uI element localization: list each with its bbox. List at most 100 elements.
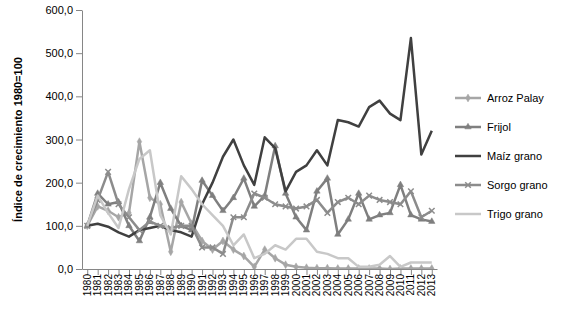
x-tick-label: 1999 bbox=[280, 274, 291, 297]
x-tick-label: 1991 bbox=[197, 274, 208, 297]
x-tick-label: 2006 bbox=[353, 274, 364, 297]
series-marker bbox=[105, 169, 111, 175]
x-tick-label: 2000 bbox=[291, 274, 302, 297]
y-tick-label: 100,0 bbox=[45, 220, 73, 232]
x-tick-label: 1992 bbox=[207, 274, 218, 297]
y-tick-mark bbox=[76, 53, 82, 54]
series-marker bbox=[241, 175, 247, 181]
y-tick-mark bbox=[76, 183, 82, 184]
series-marker bbox=[242, 252, 247, 260]
y-axis-line bbox=[82, 11, 83, 270]
legend-item: Trigo grano bbox=[455, 208, 543, 220]
x-tick-label: 1990 bbox=[186, 274, 197, 297]
x-tick-label: 1981 bbox=[92, 274, 103, 297]
series-marker bbox=[126, 214, 132, 220]
y-tick-label: 0,0 bbox=[58, 263, 73, 275]
y-tick-mark bbox=[76, 269, 82, 270]
x-tick: 1985 bbox=[134, 269, 145, 296]
series-marker bbox=[178, 223, 184, 229]
y-tick: 200,0 bbox=[45, 177, 82, 189]
series-marker bbox=[179, 198, 184, 206]
series-marker bbox=[220, 207, 226, 213]
x-tick-label: 2001 bbox=[301, 274, 312, 297]
x-tick-label: 1994 bbox=[228, 274, 239, 297]
x-tick-label: 2002 bbox=[311, 274, 322, 297]
series-marker bbox=[314, 188, 320, 194]
series-marker bbox=[209, 192, 215, 198]
x-tick: 1997 bbox=[259, 269, 270, 296]
x-tick: 1989 bbox=[176, 269, 187, 296]
y-tick-mark bbox=[76, 96, 82, 97]
series-marker bbox=[220, 251, 226, 257]
series-marker bbox=[199, 177, 205, 183]
series-marker bbox=[429, 218, 435, 224]
x-axis-line bbox=[83, 269, 438, 270]
series-marker bbox=[397, 181, 403, 187]
series-group bbox=[84, 38, 435, 269]
series-marker bbox=[409, 265, 414, 269]
x-tick: 1983 bbox=[113, 269, 124, 296]
series-marker bbox=[252, 263, 257, 269]
series-marker bbox=[105, 201, 111, 207]
legend-label: Frijol bbox=[487, 121, 511, 133]
series-marker bbox=[273, 254, 278, 262]
legend-swatch bbox=[455, 155, 481, 158]
x-tick: 2011 bbox=[405, 269, 416, 296]
x-tick: 2008 bbox=[374, 269, 385, 296]
x-tick: 1981 bbox=[92, 269, 103, 296]
x-axis: 1980198119821983198419851986198719881989… bbox=[82, 269, 438, 296]
series-marker bbox=[157, 179, 163, 185]
series-marker bbox=[168, 205, 174, 211]
x-tick-label: 2008 bbox=[374, 274, 385, 297]
legend-marker bbox=[465, 182, 471, 188]
x-tick-label: 1982 bbox=[103, 274, 114, 297]
x-tick: 1982 bbox=[103, 269, 114, 296]
x-tick: 2005 bbox=[343, 269, 354, 296]
series-marker bbox=[294, 263, 299, 269]
series-marker bbox=[147, 219, 153, 225]
series-marker bbox=[324, 175, 330, 181]
x-tick-label: 1985 bbox=[134, 274, 145, 297]
series-marker bbox=[148, 194, 153, 202]
series-marker bbox=[335, 231, 341, 237]
series-marker bbox=[126, 222, 132, 228]
series-marker bbox=[241, 214, 247, 220]
x-tick-label: 1986 bbox=[144, 274, 155, 297]
series-marker bbox=[408, 211, 414, 217]
x-tick-label: 2011 bbox=[405, 274, 416, 296]
y-axis: 0,0 100,0 200,0 300,0 400,0 500,0 600,0 bbox=[45, 4, 82, 275]
series-marker bbox=[345, 216, 351, 222]
series-line bbox=[87, 38, 432, 237]
series-marker bbox=[283, 204, 289, 210]
series-marker bbox=[137, 138, 142, 146]
series-marker bbox=[304, 264, 309, 269]
series-marker bbox=[314, 197, 320, 203]
series-marker bbox=[304, 204, 310, 210]
x-tick: 1996 bbox=[249, 269, 260, 296]
series-marker bbox=[230, 194, 236, 200]
x-tick-label: 2007 bbox=[364, 274, 375, 297]
series-marker bbox=[221, 237, 226, 245]
y-tick: 100,0 bbox=[45, 220, 82, 232]
y-tick-mark bbox=[76, 140, 82, 141]
x-tick: 2000 bbox=[291, 269, 302, 296]
x-tick-label: 1998 bbox=[270, 274, 281, 297]
series-marker bbox=[210, 246, 215, 254]
series-marker bbox=[366, 193, 372, 199]
y-tick-label: 500,0 bbox=[45, 47, 73, 59]
legend-item: Maíz grano bbox=[455, 150, 542, 162]
y-tick: 300,0 bbox=[45, 134, 82, 146]
legend-label: Maíz grano bbox=[487, 150, 542, 162]
y-tick: 600,0 bbox=[45, 4, 82, 16]
series-marker bbox=[137, 227, 143, 233]
series-marker bbox=[272, 201, 278, 207]
series-marker bbox=[335, 199, 341, 205]
x-tick-label: 2013 bbox=[426, 274, 437, 297]
y-tick: 400,0 bbox=[45, 90, 82, 102]
x-tick-label: 1984 bbox=[123, 274, 134, 297]
series-marker bbox=[345, 195, 351, 201]
x-tick: 2004 bbox=[332, 269, 343, 296]
legend-marker bbox=[465, 123, 471, 129]
x-tick-label: 2010 bbox=[395, 274, 406, 297]
series-marker bbox=[199, 245, 205, 251]
